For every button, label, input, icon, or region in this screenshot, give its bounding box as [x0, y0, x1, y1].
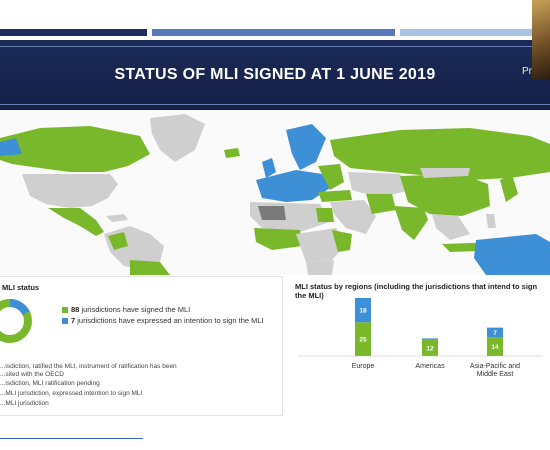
bar-0-1 — [422, 339, 438, 356]
map-western-europe — [256, 170, 330, 202]
webcam-overlay-text: Pr — [522, 66, 532, 77]
map-caribbean — [106, 214, 128, 222]
bar-value-label: 25 — [359, 337, 367, 344]
accent-bar-mid — [152, 29, 395, 36]
map-mongolia — [420, 168, 470, 178]
legend-intention: ...MLI jurisdiction, expressed intention… — [0, 390, 143, 397]
bar-value-label: 7 — [493, 330, 497, 337]
map-greenland — [150, 114, 205, 162]
map-west-africa — [254, 228, 302, 250]
map-iceland — [224, 148, 240, 158]
world-map-svg — [0, 114, 550, 275]
category-label: Asia-Pacific and — [470, 363, 520, 370]
map-central-asia — [348, 172, 410, 198]
map-south-america-south — [130, 260, 170, 275]
stat-signed-number: 88 — [71, 305, 80, 314]
title-banner: STATUS OF MLI SIGNED AT 1 JUNE 2019 — [0, 40, 550, 110]
donut-intention-arc — [9, 299, 30, 316]
stat-intention-bullet — [62, 318, 68, 324]
stat-signed: 88 jurisdictions have signed the MLI — [71, 305, 271, 314]
regions-bar-chart: 25 18 Europe 12 Americas 14 7 Asia-Pacific andM… — [298, 297, 543, 378]
map-middle-east — [330, 200, 376, 234]
accent-bar-dark — [0, 29, 147, 36]
category-label: Americas — [415, 363, 445, 370]
map-canada — [0, 126, 150, 172]
map-china — [400, 174, 490, 216]
map-east-africa — [332, 230, 352, 252]
category-label: Middle East — [477, 371, 514, 378]
legend-ratified-line2: ...sited with the OECD — [0, 371, 64, 378]
map-india — [394, 206, 428, 240]
mli-regions-panel: MLI status by regions (including the jur… — [293, 276, 550, 414]
bottom-rule — [0, 438, 143, 439]
mli-status-title: MLI status — [2, 283, 40, 292]
map-australia — [474, 234, 550, 275]
stat-intention: 7 jurisdictions have expressed an intent… — [71, 316, 276, 325]
bar-0-0 — [355, 322, 371, 356]
legend-ratified-line1: ...isdiction, ratified the MLI, instrume… — [0, 363, 177, 370]
bar-0-2 — [487, 337, 503, 356]
map-mexico — [48, 208, 104, 236]
map-iran — [366, 194, 396, 214]
accent-bar-light — [400, 29, 534, 36]
chart-title: MLI status by regions (including the jur… — [295, 282, 538, 300]
map-southeast-asia — [432, 214, 470, 240]
legend-ratified: ...isdiction, ratified the MLI, instrume… — [0, 363, 270, 379]
map-southern-africa — [306, 260, 334, 275]
webcam-thumbnail — [532, 0, 550, 80]
map-eastern-europe — [318, 164, 344, 190]
map-usa — [22, 174, 118, 208]
map-japan — [500, 174, 518, 202]
category-label: Europe — [352, 363, 375, 370]
bar-value-label: 12 — [426, 345, 434, 352]
bar-value-label: 14 — [491, 344, 499, 351]
banner-rule-bottom — [0, 104, 550, 105]
bar-1-2 — [487, 327, 503, 338]
stat-intention-text: jurisdictions have expressed an intentio… — [77, 316, 264, 325]
map-turkey — [318, 190, 352, 202]
map-algeria-pending — [258, 206, 286, 220]
stat-signed-text: jurisdictions have signed the MLI — [81, 305, 191, 314]
map-uk — [262, 158, 276, 178]
map-central-africa — [296, 228, 346, 262]
stat-signed-bullet — [62, 307, 68, 313]
banner-rule-top — [0, 46, 550, 47]
bar-1-1 — [422, 338, 438, 340]
legend-non-mli: ...MLI jurisdiction — [0, 400, 49, 407]
map-colombia — [108, 232, 128, 250]
map-scandinavia — [286, 124, 326, 170]
legend-pending: ...isdiction, MLI ratification pending — [0, 380, 100, 387]
mli-status-panel: MLI status 88 jurisdictions have signed … — [0, 276, 283, 416]
bar-value-label: 18 — [359, 308, 367, 315]
stat-intention-number: 7 — [71, 316, 76, 325]
map-russia — [330, 128, 550, 180]
map-egypt — [316, 208, 334, 222]
top-accent-bars — [0, 0, 550, 40]
slide-title: STATUS OF MLI SIGNED AT 1 JUNE 2019 — [114, 66, 436, 83]
mli-status-donut — [0, 299, 32, 343]
map-philippines — [486, 214, 496, 228]
bar-1-0 — [355, 297, 371, 323]
world-map — [0, 110, 550, 275]
map-alaska — [0, 138, 22, 156]
